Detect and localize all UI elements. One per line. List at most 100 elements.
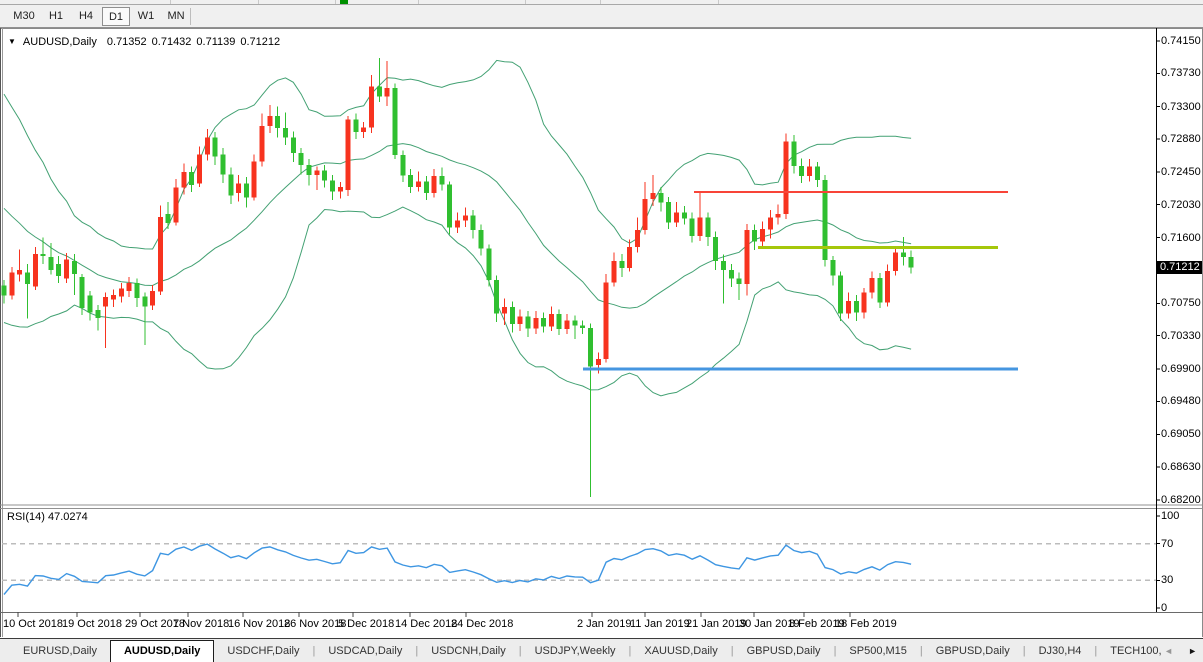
candle <box>619 260 625 268</box>
toolbar-separator-mark <box>258 0 259 4</box>
bollinger-lower-band <box>3 206 912 397</box>
chart-tab-gbpusd-daily[interactable]: GBPUSD,Daily <box>746 645 821 657</box>
candle <box>885 270 891 303</box>
chart-tab-usdchf-daily[interactable]: USDCHF,Daily <box>227 645 300 657</box>
candle <box>470 215 476 230</box>
chart-tab-dj30-h4[interactable]: DJ30,H4 <box>1038 645 1082 657</box>
candle <box>17 270 23 275</box>
price-axis <box>1156 28 1160 612</box>
quote-high: 0.71432 <box>151 36 192 48</box>
candle <box>760 229 765 242</box>
price-axis-label: 0.72030 <box>1161 198 1201 211</box>
rsi-indicator-panel <box>2 542 1156 595</box>
timeframe-button-h4[interactable]: H4 <box>78 10 94 22</box>
candle <box>642 199 648 230</box>
candle <box>674 212 679 223</box>
candle <box>611 260 617 283</box>
candle <box>392 88 398 156</box>
chart-tab-usdcnh-daily[interactable]: USDCNH,Daily <box>431 645 506 657</box>
date-axis-label: 16 Nov 2018 <box>228 618 291 630</box>
bollinger-bands-indicator <box>3 59 912 397</box>
candle <box>908 256 914 268</box>
candle <box>877 277 883 303</box>
candle <box>173 187 179 223</box>
price-axis-label: 0.74150 <box>1161 35 1201 47</box>
candle <box>259 125 265 162</box>
candle <box>525 316 531 329</box>
rsi-indicator-label: RSI(14) 47.0274 <box>7 511 88 523</box>
candle <box>713 236 719 261</box>
chart-tab-gbpusd-daily[interactable]: GBPUSD,Daily <box>935 645 1010 657</box>
candle <box>95 310 101 318</box>
candle <box>720 260 726 271</box>
candle <box>251 161 257 198</box>
toolbar-separator-mark <box>170 0 171 4</box>
candle <box>822 179 828 261</box>
current-price-tag: 0.71212 <box>1156 261 1202 275</box>
timeframe-button-mn[interactable]: MN <box>167 10 185 22</box>
candle <box>111 294 116 300</box>
candle <box>572 320 578 326</box>
candle <box>564 320 570 329</box>
timeframe-button-h1[interactable]: H1 <box>48 10 64 22</box>
candle <box>56 263 62 277</box>
candle <box>376 86 382 97</box>
chart-tab-sp500-m15[interactable]: SP500,M15 <box>849 645 907 657</box>
chart-tab-tech100-[interactable]: TECH100, <box>1110 645 1162 657</box>
chart-tab-usdjpy-weekly[interactable]: USDJPY,Weekly <box>534 645 616 657</box>
panel-splitter[interactable] <box>0 504 1203 509</box>
tabs-scroll-right-icon[interactable]: ► <box>1188 646 1197 656</box>
candle <box>197 154 202 184</box>
chart-tab-usdcad-daily[interactable]: USDCAD,Daily <box>328 645 403 657</box>
candle <box>705 217 711 237</box>
chart-title: ▼ AUDUSD,Daily 0.71352 0.71432 0.71139 0.7121… <box>8 36 285 48</box>
candle <box>337 186 343 192</box>
candle <box>900 252 906 257</box>
candle <box>1 285 7 296</box>
price-axis-label: 0.73730 <box>1161 67 1201 80</box>
candle <box>400 155 406 176</box>
candle <box>189 172 195 186</box>
chart-dropdown-icon[interactable]: ▼ <box>8 37 16 46</box>
candle <box>814 166 820 180</box>
price-axis-label: 0.72880 <box>1161 132 1201 145</box>
tab-divider: | <box>833 645 837 657</box>
chart-tab-eurusd-daily[interactable]: EURUSD,Daily <box>23 645 97 657</box>
chart-symbol-label: AUDUSD,Daily <box>22 36 97 48</box>
tab-divider: | <box>415 645 419 657</box>
tabs-scroll-left-icon[interactable]: ◄ <box>1164 646 1174 656</box>
rsi-line <box>3 543 912 595</box>
chart-tab-audusd-daily[interactable]: AUDUSD,Daily <box>109 640 215 662</box>
candle <box>861 292 867 313</box>
candle <box>462 215 468 221</box>
candle <box>869 277 875 293</box>
candle <box>32 253 38 287</box>
tab-divider: | <box>919 645 923 657</box>
chart-tab-xauusd-daily[interactable]: XAUUSD,Daily <box>644 645 718 657</box>
candle <box>893 252 898 271</box>
candle <box>556 314 562 329</box>
tab-divider: | <box>1094 645 1098 657</box>
date-axis-label: 21 Jan 2019 <box>686 618 747 630</box>
chart-frame <box>0 28 1203 637</box>
bollinger-upper-band <box>3 59 912 250</box>
price-axis-label: 0.68200 <box>1161 494 1201 506</box>
chart-window[interactable] <box>0 28 1203 638</box>
price-axis-label: 0.70330 <box>1161 329 1201 342</box>
candle <box>64 259 70 279</box>
timeframe-button-w1[interactable]: W1 <box>137 10 155 22</box>
timeframe-button-m30[interactable]: M30 <box>13 10 35 22</box>
candle <box>666 202 672 223</box>
candle <box>361 127 367 132</box>
candle <box>689 218 695 237</box>
date-axis-label: 26 Nov 2018 <box>284 618 347 630</box>
date-axis-label: 30 Jan 2019 <box>739 618 800 630</box>
date-axis-label: 10 Oct 2018 <box>3 618 63 630</box>
price-axis-label: 0.70750 <box>1161 297 1201 310</box>
candle <box>627 247 633 268</box>
date-axis-label: 7 Nov 2018 <box>173 618 230 630</box>
tab-divider: | <box>730 645 734 657</box>
date-axis-label: 29 Oct 2018 <box>125 618 185 630</box>
timeframe-button-d1[interactable]: D1 <box>102 7 130 26</box>
